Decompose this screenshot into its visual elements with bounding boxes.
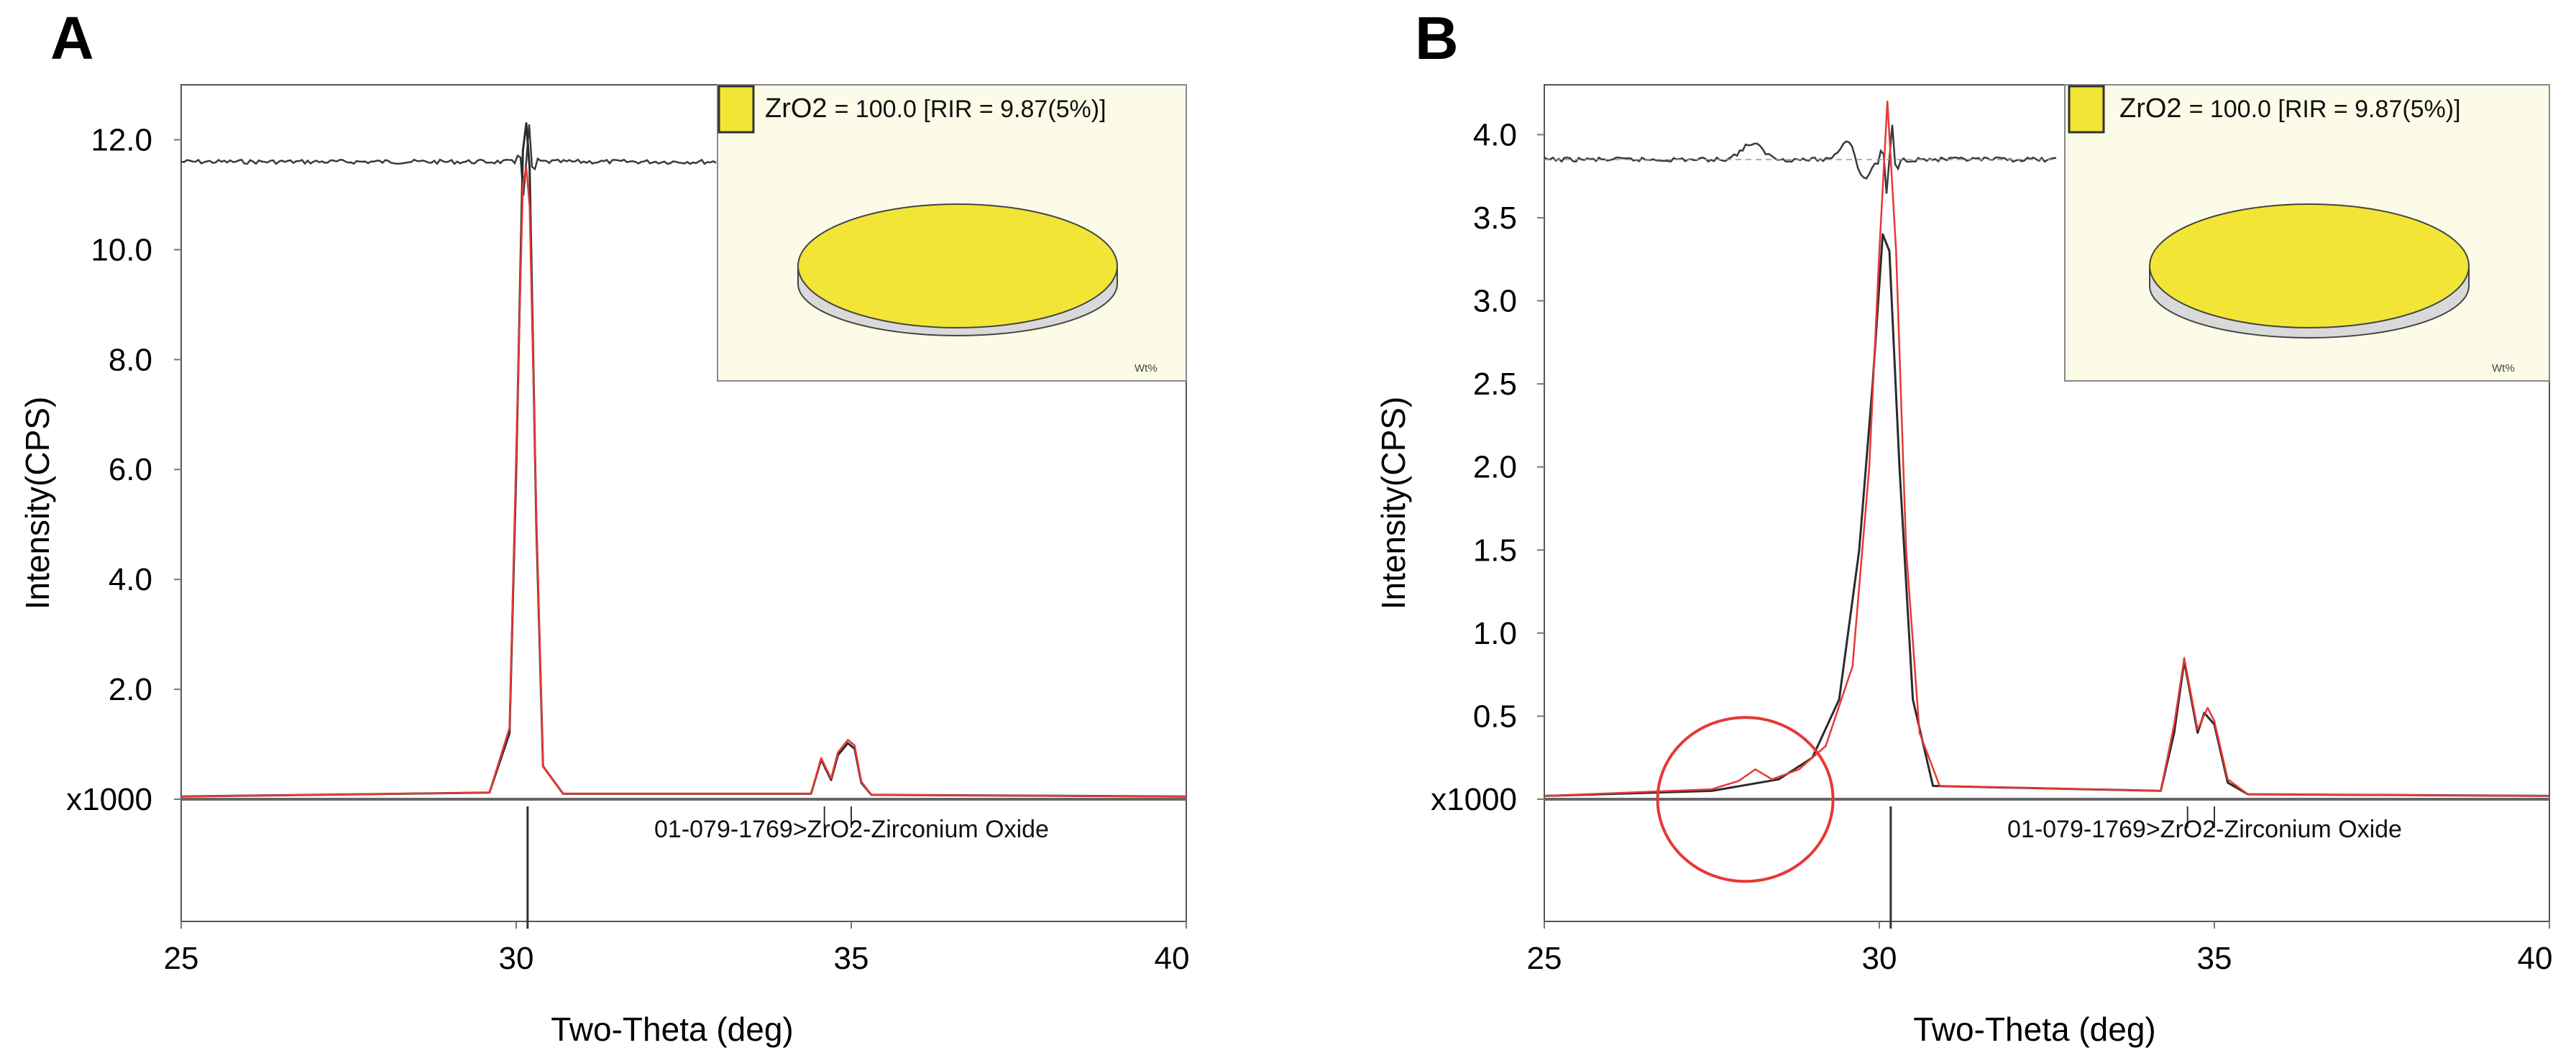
y-tick-label: x1000 — [1431, 782, 1517, 817]
x-tick-label: 40 — [1155, 941, 1190, 976]
panel-b-legend-phase: ZrO2 — [2119, 93, 2182, 124]
y-tick-label: x1000 — [66, 782, 152, 817]
y-tick-label: 3.5 — [1473, 201, 1517, 236]
panel-a-pattern — [180, 122, 1187, 798]
panel-a-pie-slice-zro2 — [797, 203, 1118, 328]
panel-a-y-axis-title: Intensity(CPS) — [19, 397, 56, 610]
panel-a: A x1000 2.0 4.0 6.0 8.0 10.0 12.0 25 30 35 40 01-… — [19, 4, 1189, 1048]
y-tick-label: 4.0 — [109, 562, 152, 597]
panel-a-x-axis-title: Two-Theta (deg) — [551, 1011, 793, 1048]
x-tick-label: 35 — [2197, 941, 2232, 976]
panel-a-y-ticks: x1000 2.0 4.0 6.0 8.0 10.0 12.0 — [66, 122, 181, 817]
y-tick-label: 2.0 — [109, 672, 152, 707]
panel-a-legend-value: = 100.0 [RIR = 9.87(5%)] — [835, 96, 1106, 123]
panel-b-y-axis-title: Intensity(CPS) — [1375, 397, 1412, 610]
series-calculated — [180, 166, 1187, 798]
y-tick-label: 1.0 — [1473, 616, 1517, 651]
y-tick-label: 2.0 — [1473, 450, 1517, 485]
panel-b-y-ticks: x1000 0.5 1.0 1.5 2.0 2.5 3.0 3.5 4.0 — [1431, 117, 1544, 817]
panel-a-reference-label: 01-079-1769>ZrO2-Zirconium Oxide — [654, 816, 1049, 843]
panel-a-reference-peaks — [526, 806, 852, 929]
x-tick-label: 30 — [1862, 941, 1897, 976]
panel-b-residual — [1544, 124, 2057, 194]
panel-a-pie — [797, 203, 1118, 336]
panel-b-label: B — [1415, 4, 1459, 72]
highlight-circle — [1656, 716, 1835, 883]
y-tick-label: 1.5 — [1473, 533, 1517, 568]
panel-b-pie-slice-zro2 — [2149, 203, 2470, 328]
panel-a-x-ticks: 25 30 35 40 — [164, 921, 1190, 976]
panel-a-legend-inset: ZrO2 = 100.0 [RIR = 9.87(5%)] Wt% — [717, 84, 1187, 382]
x-tick-label: 30 — [499, 941, 534, 976]
y-tick-label: 0.5 — [1473, 699, 1517, 734]
panel-b-highlight — [1656, 716, 1835, 883]
panel-b-legend-text: ZrO2 = 100.0 [RIR = 9.87(5%)] — [2119, 93, 2461, 124]
y-tick-label: 3.0 — [1473, 284, 1517, 319]
panel-b-reference-label: 01-079-1769>ZrO2-Zirconium Oxide — [2007, 816, 2402, 843]
panel-a-label: A — [50, 4, 94, 72]
panel-b-reference-peaks — [1889, 806, 2215, 929]
panel-a-wt-unit: Wt% — [1135, 362, 1158, 374]
y-tick-label: 8.0 — [109, 342, 152, 377]
series-observed — [1544, 233, 2550, 797]
panel-b-pie — [2149, 203, 2470, 339]
y-tick-label: 4.0 — [1473, 117, 1517, 152]
panel-b-pattern — [1544, 100, 2550, 797]
y-tick-label: 6.0 — [109, 452, 152, 487]
x-tick-label: 25 — [1527, 941, 1562, 976]
panel-b-wt-unit: Wt% — [2492, 362, 2515, 374]
y-tick-label: 10.0 — [91, 232, 152, 267]
panel-b-x-axis-title: Two-Theta (deg) — [1913, 1011, 2155, 1048]
y-tick-label: 12.0 — [91, 122, 152, 157]
y-tick-label: 2.5 — [1473, 367, 1517, 402]
series-calculated — [1544, 100, 2550, 797]
panel-b-legend-inset: ZrO2 = 100.0 [RIR = 9.87(5%)] Wt% — [2064, 84, 2550, 382]
panel-b-x-ticks: 25 30 35 40 — [1527, 921, 2553, 976]
panel-b-legend-value: = 100.0 [RIR = 9.87(5%)] — [2189, 96, 2461, 123]
x-tick-label: 25 — [164, 941, 199, 976]
panel-a-legend-text: ZrO2 = 100.0 [RIR = 9.87(5%)] — [765, 93, 1106, 124]
x-tick-label: 35 — [834, 941, 869, 976]
panel-a-legend-swatch — [718, 85, 755, 134]
panel-b-legend-swatch — [2068, 85, 2105, 134]
panel-b: B x1000 0.5 1.0 1.5 2.0 2.5 3.0 3.5 4.0 25 30 35 40… — [1375, 4, 2552, 1048]
residual-line — [180, 124, 717, 196]
panel-a-residual — [180, 124, 717, 196]
x-tick-label: 40 — [2518, 941, 2553, 976]
panel-a-legend-phase: ZrO2 — [765, 93, 828, 124]
